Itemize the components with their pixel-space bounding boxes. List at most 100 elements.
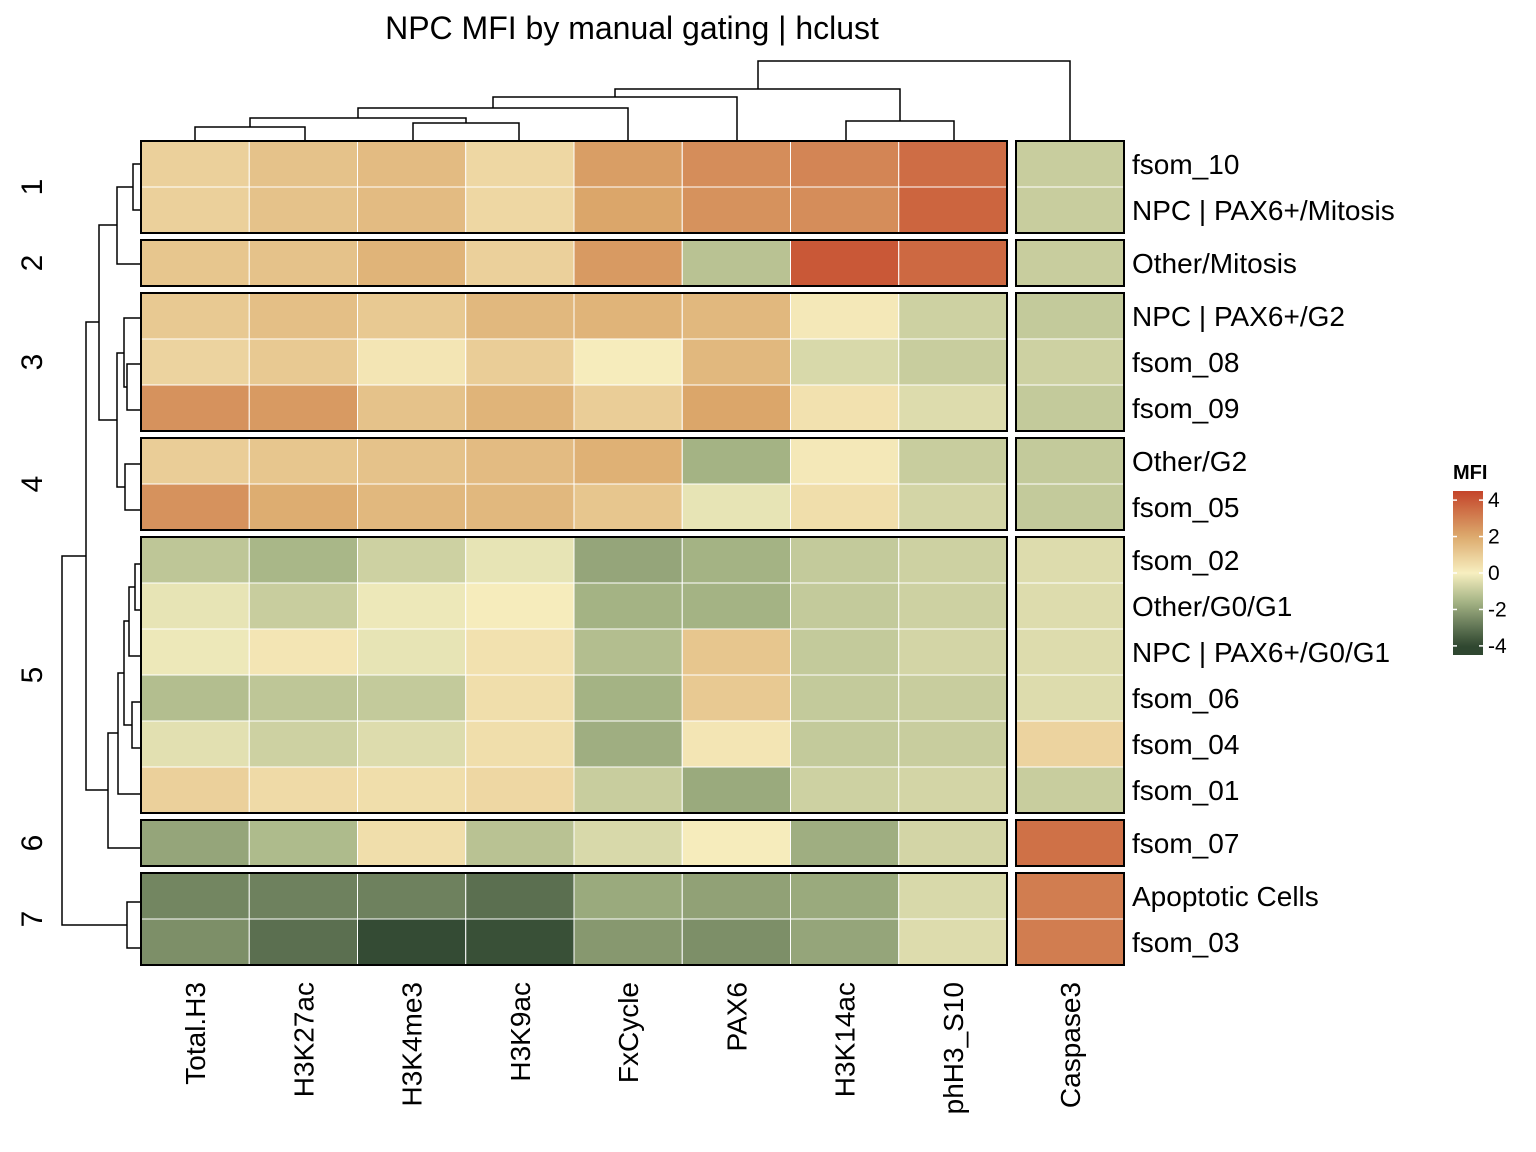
heatmap-cell: [248, 918, 358, 966]
caspase3-cell: [1015, 483, 1125, 531]
heatmap-cell: [465, 766, 575, 814]
heatmap-cell: [898, 384, 1008, 432]
row-dendrogram-branch: [131, 701, 141, 749]
heatmap-cell: [790, 766, 900, 814]
heatmap-cell: [357, 140, 467, 188]
legend-tick-label: 0: [1488, 562, 1500, 585]
heatmap-cell: [140, 483, 250, 531]
cluster-label: 3: [16, 354, 49, 371]
heatmap-cell: [140, 872, 250, 920]
caspase3-cell: [1015, 720, 1125, 768]
legend-title: MFI: [1453, 462, 1487, 484]
heatmap-cell: [465, 582, 575, 630]
heatmap-cell: [573, 628, 683, 676]
heatmap-cell: [790, 384, 900, 432]
side-block-border: [1015, 239, 1125, 287]
row-label: fsom_06: [1132, 683, 1239, 714]
heatmap-cell: [790, 674, 900, 722]
row-label: NPC | PAX6+/G2: [1132, 301, 1345, 332]
heatmap-block-border: [140, 437, 1008, 531]
heatmap-cell: [681, 872, 791, 920]
heatmap-cell: [357, 239, 467, 287]
heatmap-cell: [357, 292, 467, 340]
heatmap-block-border: [140, 140, 1008, 234]
caspase3-cell: [1015, 628, 1125, 676]
heatmap-cell: [898, 239, 1008, 287]
heatmap-cell: [790, 338, 900, 386]
heatmap-cell: [681, 384, 791, 432]
heatmap-cell: [681, 140, 791, 188]
heatmap-cell: [898, 437, 1008, 485]
caspase3-cell: [1015, 536, 1125, 584]
heatmap-cell: [140, 918, 250, 966]
heatmap-cell: [790, 239, 900, 287]
row-label: fsom_05: [1132, 492, 1239, 523]
color-legend: MFI 4 2 0 -2 -4: [1453, 462, 1507, 658]
heatmap-cell: [790, 186, 900, 234]
heatmap-cell: [248, 674, 358, 722]
heatmap-cell: [248, 384, 358, 432]
row-dendrogram-branch: [85, 321, 108, 791]
heatmap-cell: [465, 872, 575, 920]
heatmap-cell: [573, 918, 683, 966]
heatmap-cell: [248, 819, 358, 867]
column-label: H3K4me3: [397, 982, 428, 1107]
heatmap-cell: [790, 582, 900, 630]
caspase3-cell: [1015, 918, 1125, 966]
heatmap-cell: [357, 338, 467, 386]
heatmap-cell: [140, 819, 250, 867]
heatmap-cell: [790, 536, 900, 584]
cluster-label: 7: [16, 911, 49, 928]
heatmap-cell: [465, 918, 575, 966]
heatmap-cell: [140, 628, 250, 676]
heatmap-cell: [898, 674, 1008, 722]
heatmap-cell: [465, 338, 575, 386]
heatmap-cell: [790, 819, 900, 867]
heatmap-cell: [465, 674, 575, 722]
heatmap-cell: [357, 483, 467, 531]
column-labels: Total.H3 H3K27ac H3K4me3 H3K9ac FxCycle PAX6 H…: [180, 982, 1086, 1114]
row-dendrogram-branch: [98, 224, 117, 421]
caspase3-cell: [1015, 819, 1125, 867]
heatmap-cell: [140, 292, 250, 340]
heatmap-cell: [790, 628, 900, 676]
row-dendrogram-branch: [117, 672, 141, 795]
heatmap-cell: [140, 720, 250, 768]
heatmap-cell: [357, 872, 467, 920]
caspase3-cell: [1015, 140, 1125, 188]
row-label: fsom_02: [1132, 545, 1239, 576]
heatmap-cell: [790, 483, 900, 531]
heatmap-cell: [140, 437, 250, 485]
heatmap-cell: [248, 720, 358, 768]
heatmap-cell: [465, 720, 575, 768]
column-label: PAX6: [721, 982, 752, 1052]
heatmap-cell: [898, 536, 1008, 584]
heatmap-cell: [248, 872, 358, 920]
side-block-border: [1015, 819, 1125, 867]
heatmap-cell: [248, 338, 358, 386]
heatmap-cell: [140, 674, 250, 722]
heatmap-cell: [681, 536, 791, 584]
heatmap-cell: [790, 292, 900, 340]
heatmap-cell: [465, 437, 575, 485]
heatmap-cell: [790, 918, 900, 966]
heatmap-cell: [248, 536, 358, 584]
row-label: fsom_09: [1132, 393, 1239, 424]
heatmap-cell: [681, 720, 791, 768]
heatmap-cell: [573, 384, 683, 432]
heatmap-cell: [357, 437, 467, 485]
row-dendrogram-branch: [124, 463, 141, 511]
heatmap-block-border: [140, 872, 1008, 966]
heatmap-cell: [790, 720, 900, 768]
caspase3-cell: [1015, 437, 1125, 485]
column-label: Total.H3: [180, 982, 211, 1085]
heatmap-cell: [573, 239, 683, 287]
heatmap-cell: [465, 628, 575, 676]
row-label: NPC | PAX6+/G0/G1: [1132, 637, 1390, 668]
column-dendrogram-branch: [357, 107, 629, 141]
heatmap-cell: [898, 292, 1008, 340]
cluster-label: 4: [16, 476, 49, 493]
heatmap-cell: [357, 536, 467, 584]
heatmap-cell: [573, 292, 683, 340]
